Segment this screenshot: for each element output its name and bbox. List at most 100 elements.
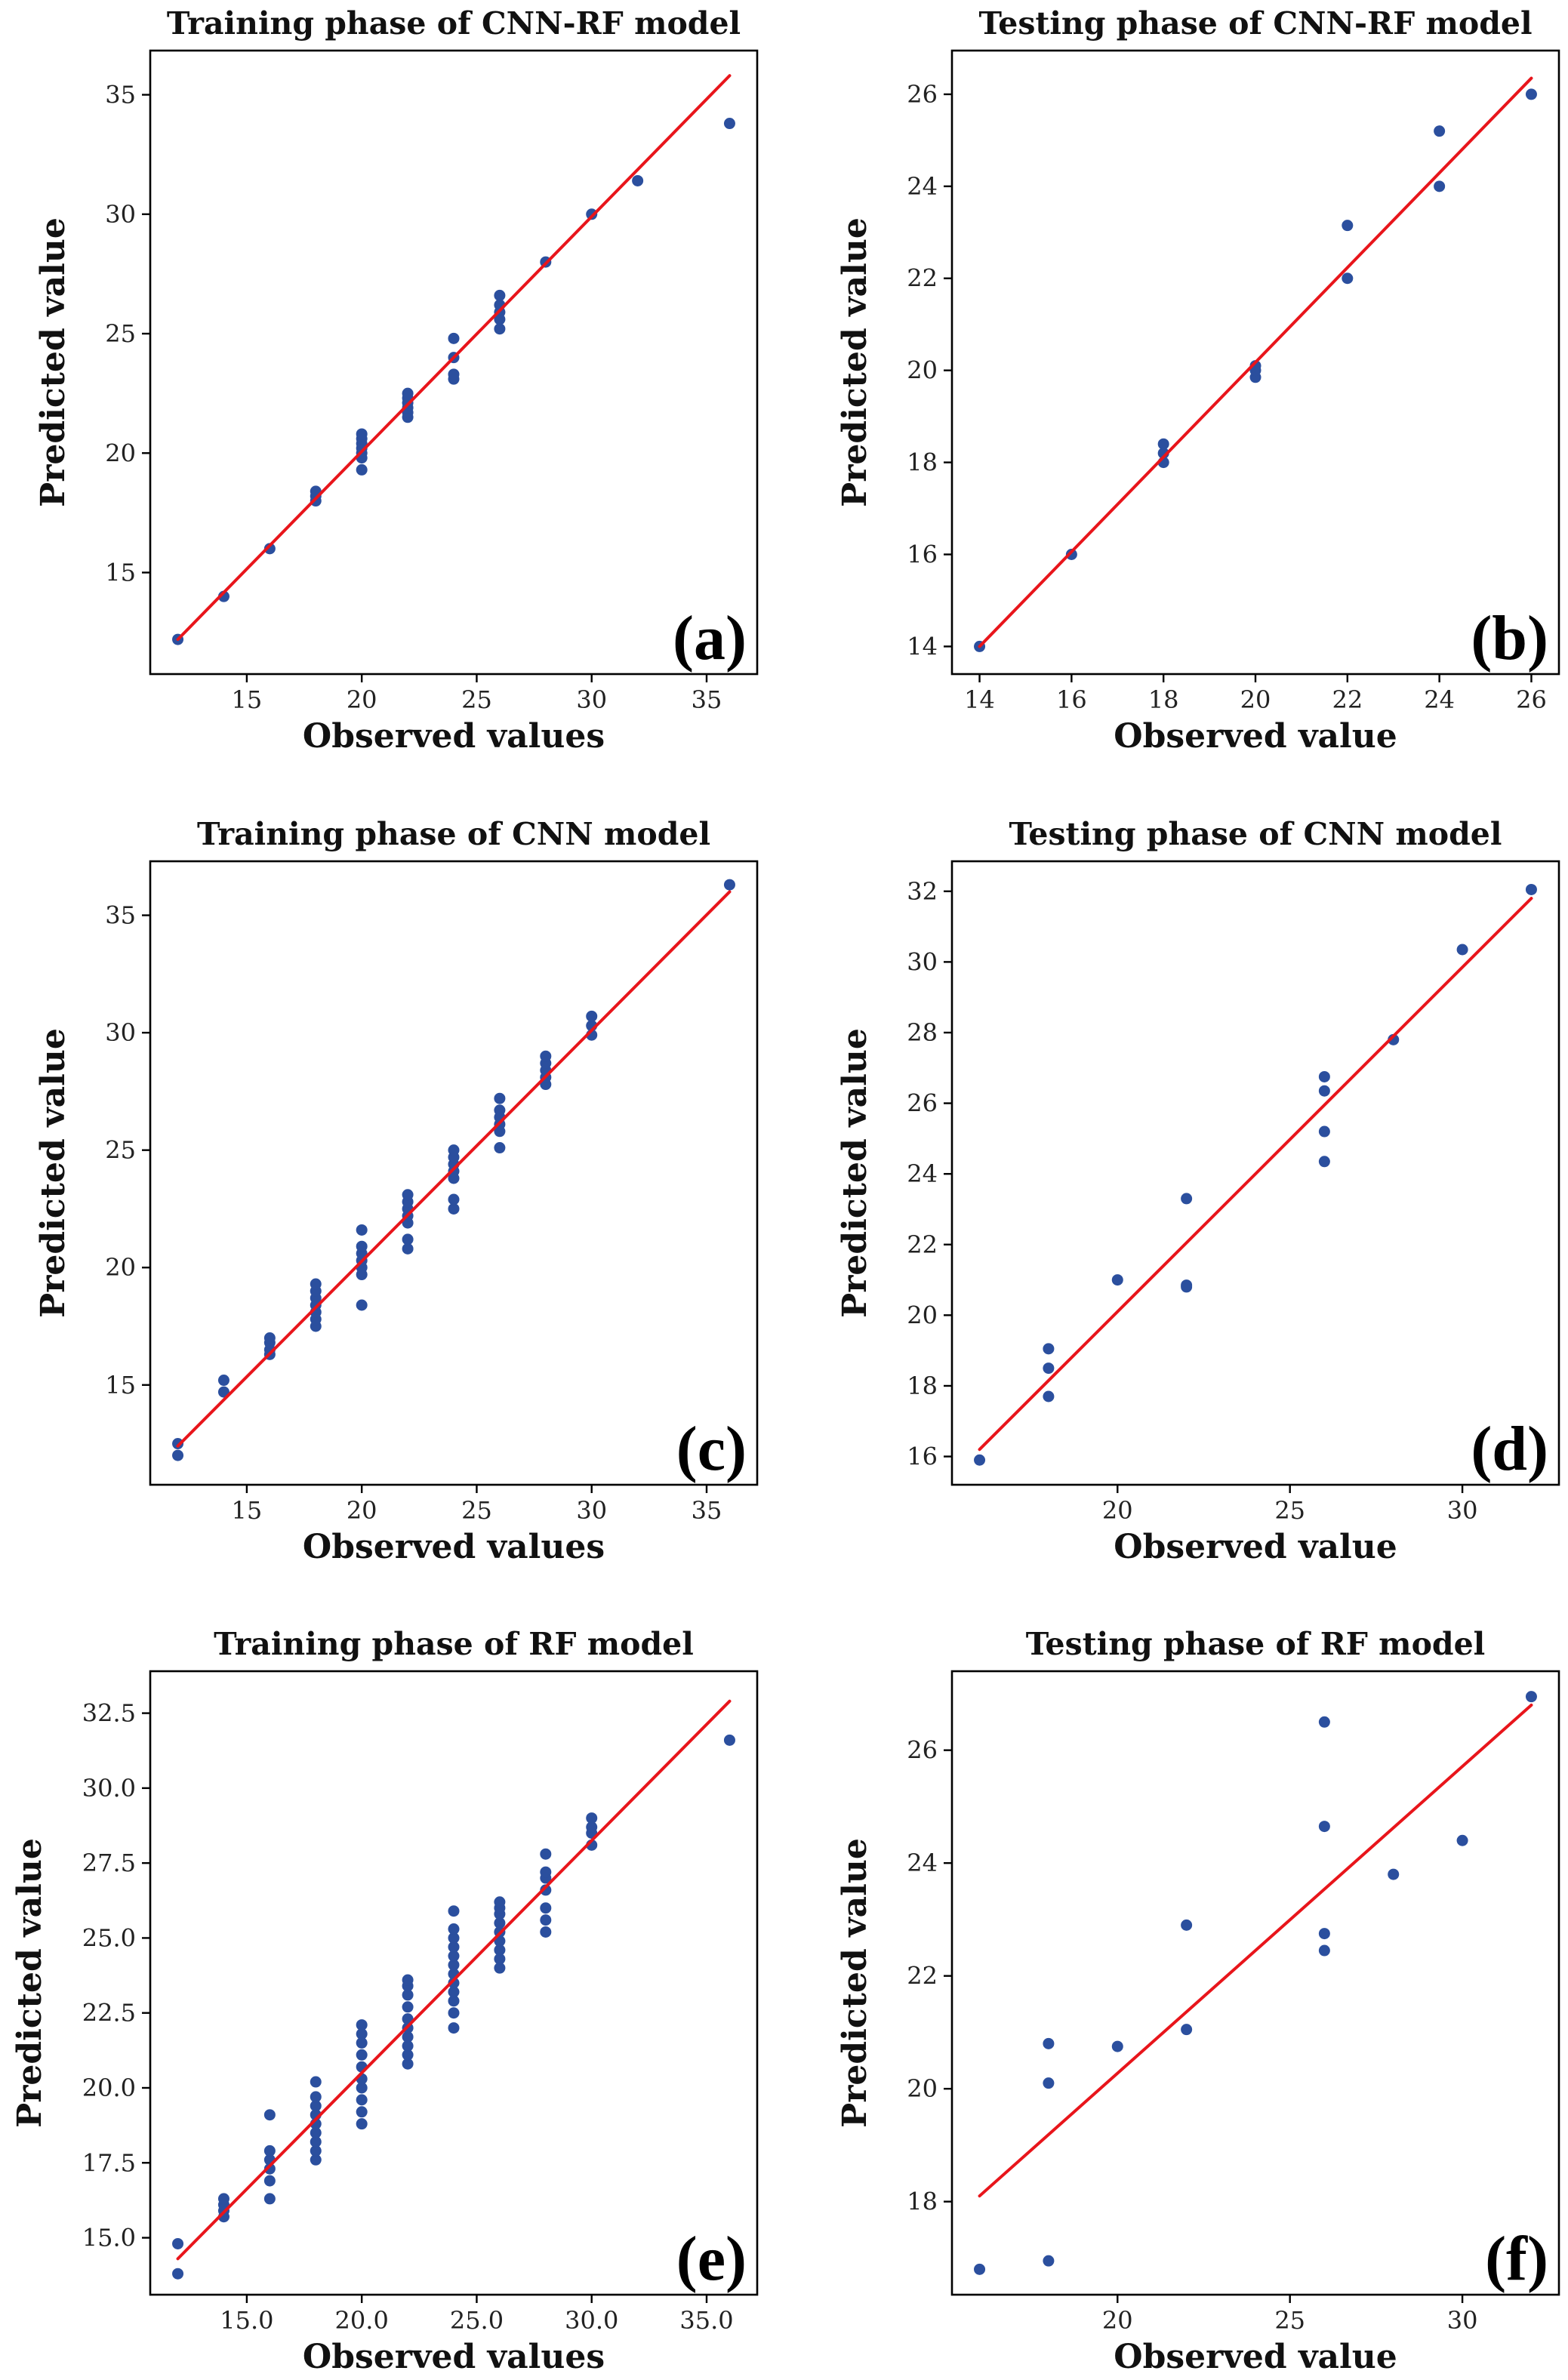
panel-e-ytick-label: 15.0 — [82, 2224, 136, 2252]
panel-e-data-point — [540, 1914, 552, 1926]
panel-c-panel-label: (c) — [676, 1414, 747, 1484]
panel-e-data-point — [263, 2144, 276, 2157]
panel-c-data-point — [723, 879, 735, 891]
panel-a-data-point — [448, 332, 460, 344]
panel-e-data-point — [263, 2109, 276, 2121]
panel-e-data-point — [263, 2163, 276, 2175]
panel-b-xtick-label: 16 — [1056, 685, 1087, 714]
panel-e-data-point — [448, 2007, 460, 2019]
panel-b-xlabel: Observed value — [1114, 717, 1397, 756]
panel-e-data-point — [356, 2028, 368, 2040]
panel-e-xtick-label: 30.0 — [565, 2306, 618, 2335]
panel-f-data-point — [1388, 1868, 1400, 1880]
panel-e-data-point — [494, 1962, 506, 1974]
panel-a-fit-line — [176, 74, 732, 642]
panel-e-data-point — [402, 2040, 414, 2052]
panel-e-data-point — [356, 2094, 368, 2106]
panel-d-data-point — [1043, 1390, 1055, 1402]
panel-c-data-point — [356, 1299, 368, 1311]
panel-d-ytick-label: 26 — [907, 1089, 938, 1118]
panel-f-data-point — [1043, 2077, 1055, 2089]
panel-c-data-point — [540, 1050, 552, 1062]
panel-e-title: Training phase of RF model — [214, 1626, 694, 1662]
panel-f-data-point — [1111, 2040, 1123, 2052]
panel-e-data-point — [494, 1953, 506, 1965]
panel-a-ylabel: Predicted value — [34, 217, 72, 507]
panel-e-axes-frame — [149, 1670, 759, 2296]
panel-e-xlabel: Observed values — [303, 2338, 605, 2376]
panel-b-ytick-label: 26 — [907, 80, 938, 109]
panel-b-data-point — [1065, 549, 1077, 561]
panel-b-ytick-label: 22 — [907, 264, 938, 293]
panel-d-ytick-label: 20 — [907, 1301, 938, 1329]
panel-d-ytick-label: 32 — [907, 877, 938, 906]
panel-e-data-point — [356, 2082, 368, 2094]
panel-b-ytick-label: 20 — [907, 356, 938, 385]
panel-c-ytick-label: 15 — [105, 1371, 136, 1399]
panel-a-xtick-label: 30 — [576, 685, 607, 714]
panel-f-data-point — [1043, 2037, 1055, 2049]
panel-b-fit-line — [978, 76, 1533, 648]
panel-d-data-point — [1318, 1070, 1330, 1082]
panel-c-ytick-label: 35 — [105, 901, 136, 930]
panel-e-data-point — [402, 2031, 414, 2043]
panel-e-data-point — [586, 1812, 598, 1824]
panel-e-data-point — [448, 1977, 460, 1989]
panel-a-data-point — [356, 428, 368, 440]
panel-e-ytick-label: 27.5 — [82, 1849, 136, 1877]
panel-e-data-point — [172, 2237, 184, 2249]
panel-e-data-point — [356, 2118, 368, 2130]
panel-c-data-point — [402, 1233, 414, 1245]
panel-e-data-point — [310, 2135, 322, 2148]
panel-b-data-point — [1157, 438, 1169, 450]
panel-c-xtick-label: 20 — [347, 1496, 377, 1525]
panel-b-title: Testing phase of CNN-RF model — [978, 5, 1532, 42]
panel-b-panel-label: (b) — [1471, 603, 1548, 673]
panel-b-xtick-label: 18 — [1148, 685, 1179, 714]
panel-a-xtick-label: 15 — [232, 685, 263, 714]
panel-a-xtick-label: 20 — [347, 685, 377, 714]
panel-e-data-point — [356, 2037, 368, 2049]
panel-e-data-point — [310, 2100, 322, 2112]
panel-e-xtick-label: 35.0 — [679, 2306, 733, 2335]
panel-f-data-point — [1318, 1928, 1330, 1940]
panel-c-data-point — [263, 1332, 276, 1344]
panel-c-xtick-label: 35 — [692, 1496, 722, 1525]
panel-e-data-point — [310, 2127, 322, 2139]
panel-e-data-point — [310, 2091, 322, 2103]
panel-e-ytick-label: 20.0 — [82, 2074, 136, 2102]
panel-a: Training phase of CNN-RF model 15 20 25 30 35… — [34, 5, 759, 756]
panel-d-xtick-label: 30 — [1447, 1496, 1478, 1525]
panel-d-data-point — [1111, 1274, 1123, 1286]
panel-e-data-point — [172, 2268, 184, 2280]
panel-f-xtick-label: 30 — [1447, 2306, 1478, 2335]
panel-f-title: Testing phase of RF model — [1026, 1626, 1486, 1662]
panel-b-xtick-label: 26 — [1516, 685, 1547, 714]
panel-a-xtick-label: 25 — [461, 685, 492, 714]
panel-d-data-point — [1318, 1156, 1330, 1168]
panel-e-ytick-label: 17.5 — [82, 2148, 136, 2177]
panel-c-data-point — [402, 1189, 414, 1201]
panel-c-data-point — [172, 1438, 184, 1450]
panel-b-data-point — [1434, 125, 1446, 137]
panel-e: Training phase of RF model 15.0 20.0 25.0 30… — [11, 1626, 759, 2376]
panel-d-fit-line — [978, 897, 1533, 1452]
panel-c-data-point — [217, 1375, 230, 1387]
panel-e-data-point — [540, 1902, 552, 1914]
panel-e-data-point — [494, 1944, 506, 1956]
panel-c-data-point — [494, 1092, 506, 1104]
panel-e-data-point — [356, 2106, 368, 2118]
panel-c-data-point — [172, 1449, 184, 1461]
panel-e-ytick-label: 25.0 — [82, 1923, 136, 1952]
panel-f-ytick-label: 18 — [907, 2188, 938, 2216]
panel-b-xtick-label: 20 — [1240, 685, 1271, 714]
panel-f-data-point — [1318, 1944, 1330, 1957]
panel-f-panel-label: (f) — [1485, 2224, 1548, 2294]
panel-d-data-point — [1525, 883, 1537, 895]
panel-a-xtick-label: 35 — [692, 685, 722, 714]
panel-b-data-point — [1249, 360, 1261, 372]
panel-c-ylabel: Predicted value — [34, 1028, 72, 1318]
panel-f-xtick-label: 25 — [1274, 2306, 1305, 2335]
panel-e-data-point — [263, 2175, 276, 2187]
panel-e-ylabel: Predicted value — [11, 1838, 49, 2128]
